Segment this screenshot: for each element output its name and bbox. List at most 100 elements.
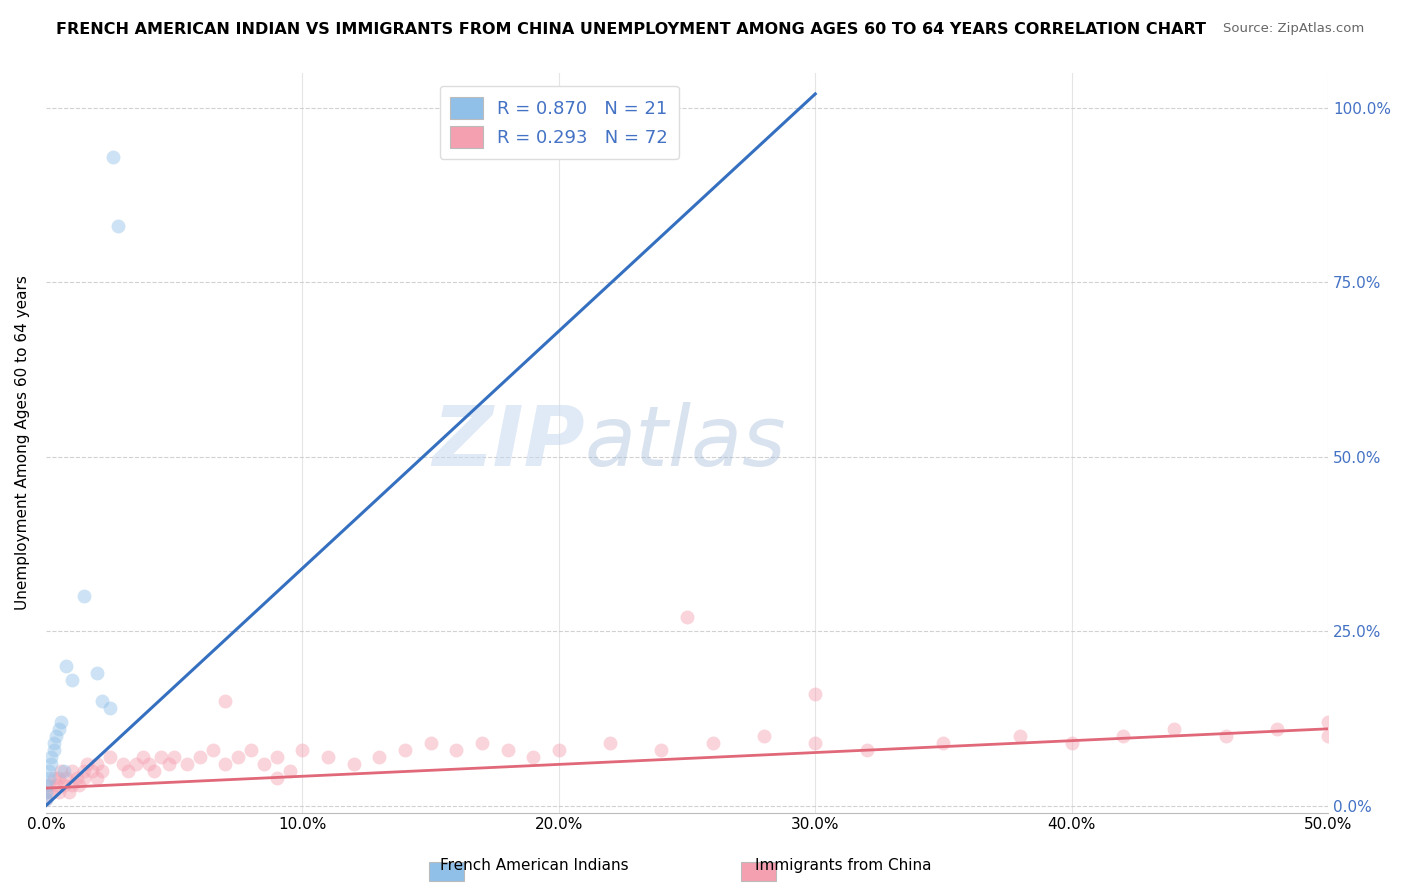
Point	[91, 694, 114, 708]
Point	[45, 778, 67, 792]
Point	[35, 784, 58, 798]
Point	[394, 743, 416, 757]
Point	[35, 778, 58, 792]
Point	[60, 764, 83, 778]
Point	[98, 749, 121, 764]
Point	[60, 673, 83, 687]
Y-axis label: Unemployment Among Ages 60 to 64 years: Unemployment Among Ages 60 to 64 years	[15, 276, 30, 610]
Point	[157, 756, 180, 771]
Point	[38, 764, 60, 778]
Point	[176, 756, 198, 771]
Point	[804, 736, 827, 750]
Point	[368, 749, 391, 764]
Point	[86, 771, 108, 785]
Point	[522, 749, 544, 764]
Point	[48, 722, 70, 736]
Point	[42, 743, 65, 757]
Point	[39, 749, 62, 764]
Point	[86, 756, 108, 771]
Point	[125, 756, 148, 771]
Point	[214, 694, 236, 708]
Point	[98, 701, 121, 715]
Point	[38, 771, 60, 785]
Point	[35, 784, 58, 798]
Point	[66, 771, 89, 785]
Point	[91, 764, 114, 778]
Text: Source: ZipAtlas.com: Source: ZipAtlas.com	[1223, 22, 1364, 36]
Point	[201, 743, 224, 757]
Point	[446, 743, 468, 757]
Point	[163, 749, 186, 764]
Point	[214, 756, 236, 771]
Point	[1265, 722, 1288, 736]
Point	[107, 219, 129, 234]
Point	[101, 150, 124, 164]
Point	[73, 589, 96, 603]
Point	[240, 743, 263, 757]
Point	[752, 729, 775, 743]
Point	[86, 665, 108, 680]
Point	[1060, 736, 1083, 750]
Point	[932, 736, 955, 750]
Point	[1010, 729, 1032, 743]
Point	[804, 687, 827, 701]
Point	[35, 791, 58, 805]
Point	[52, 764, 75, 778]
Point	[316, 749, 339, 764]
Point	[419, 736, 441, 750]
Point	[60, 778, 83, 792]
Point	[266, 749, 288, 764]
Point	[132, 749, 155, 764]
Point	[1317, 714, 1340, 729]
Point	[650, 743, 672, 757]
Point	[676, 610, 699, 624]
Text: atlas: atlas	[585, 402, 786, 483]
Point	[266, 771, 288, 785]
Point	[55, 659, 77, 673]
Point	[1112, 729, 1135, 743]
Point	[76, 756, 98, 771]
Point	[39, 756, 62, 771]
Point	[117, 764, 139, 778]
Point	[48, 784, 70, 798]
Point	[58, 784, 80, 798]
Point	[702, 736, 724, 750]
Point	[471, 736, 494, 750]
Point	[42, 736, 65, 750]
Point	[1163, 722, 1185, 736]
Point	[253, 756, 276, 771]
Point	[48, 771, 70, 785]
Point	[150, 749, 173, 764]
Point	[55, 771, 77, 785]
Text: ZIP: ZIP	[432, 402, 585, 483]
Point	[278, 764, 301, 778]
Point	[1317, 729, 1340, 743]
Point	[35, 791, 58, 805]
Point	[38, 778, 60, 792]
Point	[547, 743, 569, 757]
Point	[67, 778, 90, 792]
Point	[291, 743, 314, 757]
Point	[226, 749, 249, 764]
Point	[42, 771, 65, 785]
Text: Immigrants from China: Immigrants from China	[755, 858, 932, 872]
Point	[855, 743, 877, 757]
Point	[39, 784, 62, 798]
Point	[138, 756, 160, 771]
Point	[73, 771, 96, 785]
Point	[496, 743, 519, 757]
Point	[51, 764, 73, 778]
Point	[73, 764, 96, 778]
Point	[1215, 729, 1237, 743]
Text: French American Indians: French American Indians	[440, 858, 628, 872]
Point	[52, 778, 75, 792]
Point	[45, 729, 67, 743]
Point	[188, 749, 211, 764]
Point	[343, 756, 366, 771]
Legend: R = 0.870   N = 21, R = 0.293   N = 72: R = 0.870 N = 21, R = 0.293 N = 72	[440, 86, 679, 159]
Point	[82, 764, 104, 778]
Text: FRENCH AMERICAN INDIAN VS IMMIGRANTS FROM CHINA UNEMPLOYMENT AMONG AGES 60 TO 64: FRENCH AMERICAN INDIAN VS IMMIGRANTS FRO…	[56, 22, 1206, 37]
Point	[142, 764, 165, 778]
Point	[599, 736, 621, 750]
Point	[51, 714, 73, 729]
